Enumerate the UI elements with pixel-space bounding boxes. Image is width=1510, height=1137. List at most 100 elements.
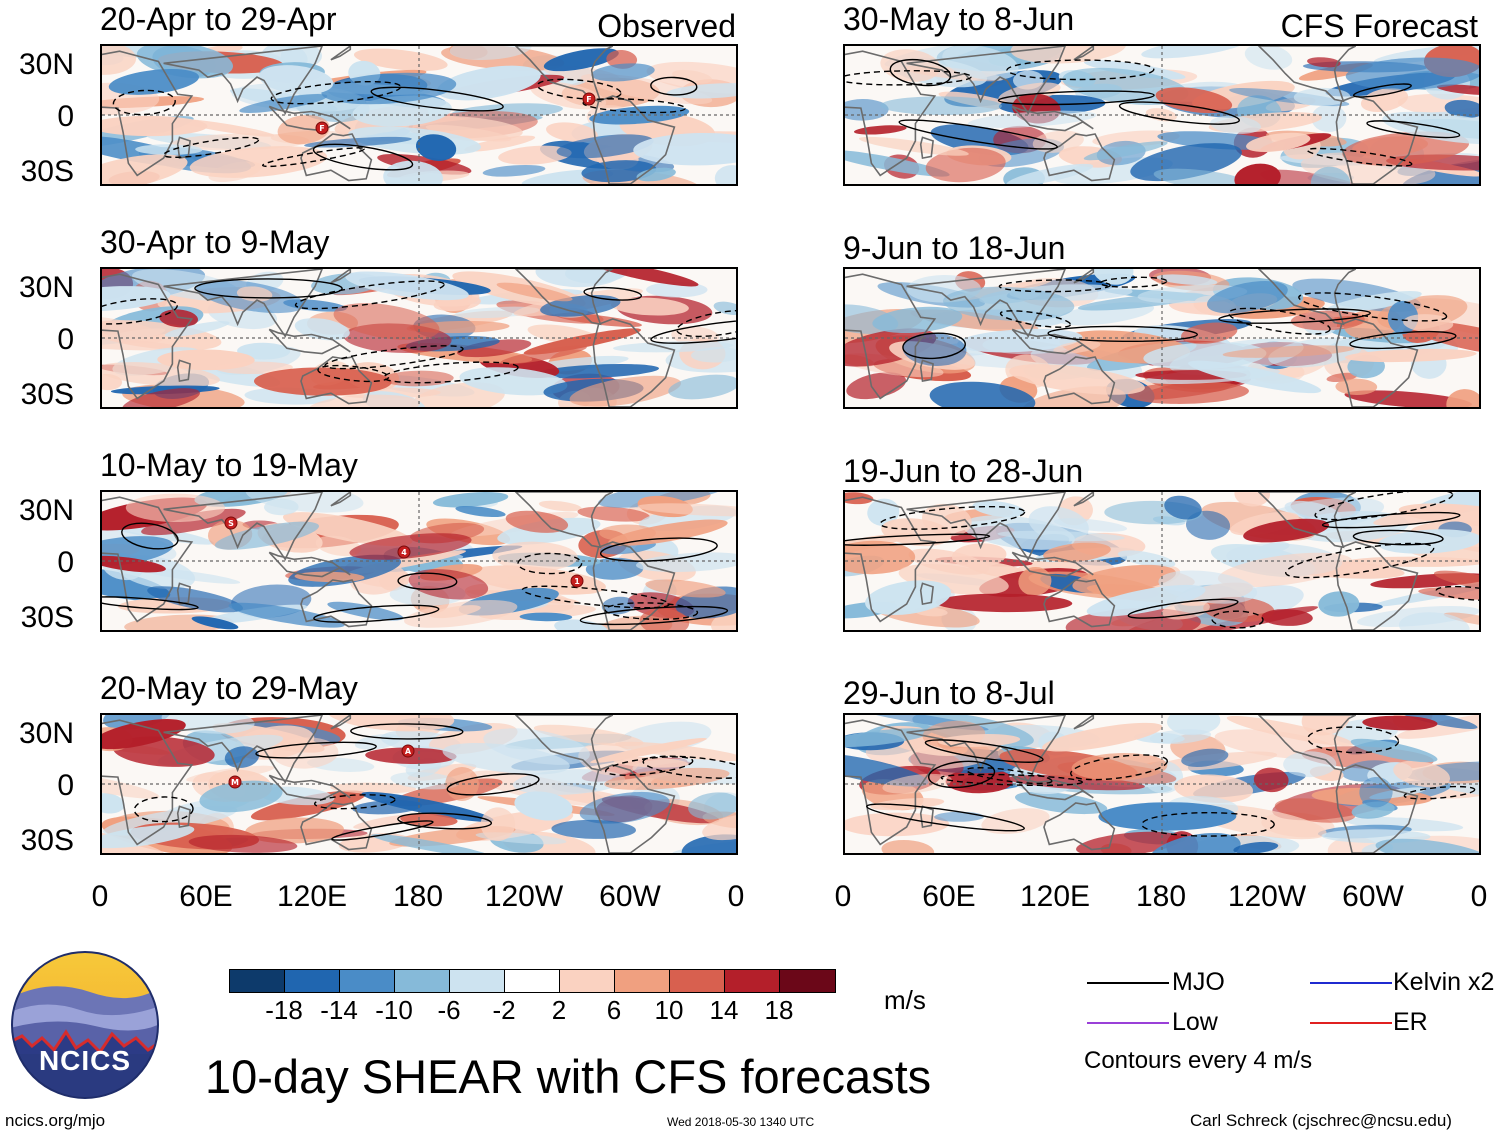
mjo-contour-positive xyxy=(312,143,414,171)
storm-marker-icon: 4 xyxy=(397,545,411,559)
colorbar-tick: -18 xyxy=(265,995,303,1025)
coastline xyxy=(1257,492,1357,549)
shear-anomaly-blob xyxy=(1010,46,1127,64)
legend-line-kelvin xyxy=(1310,982,1392,984)
coastline xyxy=(330,269,352,284)
shear-anomaly-blob xyxy=(1222,345,1355,358)
lat-label: 30S xyxy=(20,378,74,411)
shear-anomaly-blob xyxy=(1053,518,1128,532)
coastline xyxy=(330,46,352,61)
shear-anomaly-blob xyxy=(102,154,188,184)
shear-anomaly-blob xyxy=(1210,115,1261,135)
shear-anomaly-blob xyxy=(102,793,125,814)
shear-anomaly-blob xyxy=(505,510,569,533)
mjo-contour-negative xyxy=(940,773,1084,787)
mjo-contour-negative xyxy=(102,298,178,325)
shear-anomaly-blob xyxy=(1444,99,1479,118)
shear-anomaly-blob xyxy=(1234,492,1270,507)
lon-label: 120W xyxy=(484,880,564,913)
shear-anomaly-blob xyxy=(925,147,1006,183)
shear-anomaly-blob xyxy=(459,367,568,396)
legend-label-low: Low xyxy=(1172,1008,1218,1036)
coastline xyxy=(1043,802,1116,851)
shear-anomaly-blob xyxy=(636,167,676,182)
shear-anomaly-blob xyxy=(1345,57,1479,90)
shear-anomaly-blob xyxy=(1436,84,1479,96)
shear-anomaly-blob xyxy=(1233,841,1279,853)
shear-anomaly-blob xyxy=(981,808,1050,835)
credit: Carl Schreck (cjschrec@ncsu.edu) xyxy=(1190,1111,1452,1130)
svg-text:F: F xyxy=(586,95,591,104)
shear-anomaly-blob xyxy=(456,339,532,358)
mjo-contour-positive xyxy=(898,119,1058,150)
logo-text: NCICS xyxy=(38,1045,132,1076)
shear-anomaly-blob xyxy=(432,492,509,508)
shear-anomaly-blob xyxy=(672,69,713,84)
shear-anomaly-blob xyxy=(881,839,935,853)
coastline xyxy=(919,805,934,829)
shear-anomaly-blob xyxy=(637,503,736,517)
shear-anomaly-blob xyxy=(1398,612,1470,630)
shear-anomaly-blob xyxy=(400,813,458,827)
lat-label: 30S xyxy=(20,155,74,188)
shear-anomaly-blob xyxy=(608,519,728,546)
shear-anomaly-blob xyxy=(258,65,334,95)
lat-label: 30S xyxy=(20,601,74,634)
shear-anomaly-blob xyxy=(122,388,200,407)
shear-anomaly-blob xyxy=(480,807,516,842)
shear-anomaly-blob xyxy=(997,530,1125,542)
shear-anomaly-blob xyxy=(102,337,179,351)
shear-anomaly-blob xyxy=(147,586,244,613)
ncics-logo xyxy=(10,950,160,1100)
shear-anomaly-blob xyxy=(1344,390,1472,407)
shear-anomaly-blob xyxy=(102,824,195,849)
lat-label: 0 xyxy=(57,769,74,802)
shear-anomaly-blob xyxy=(666,83,736,99)
forecast-label: CFS Forecast xyxy=(1280,8,1478,44)
legend-label-kelvin: Kelvin x2 xyxy=(1393,968,1495,996)
shear-anomaly-blob xyxy=(968,110,1097,128)
mjo-contour-negative xyxy=(998,279,1111,293)
mjo-contour-positive xyxy=(599,537,718,562)
mjo-contour-positive xyxy=(845,533,991,546)
shear-anomaly-blob xyxy=(390,771,460,790)
shear-anomaly-blob xyxy=(455,505,506,518)
shear-anomaly-blob xyxy=(845,753,929,787)
coastline xyxy=(514,492,614,549)
shear-anomaly-blob xyxy=(935,593,1073,613)
shear-anomaly-blob xyxy=(492,541,578,571)
shear-anomaly-blob xyxy=(1382,111,1479,145)
shear-anomaly-blob xyxy=(482,164,546,177)
coastline xyxy=(300,356,373,405)
mjo-contour-negative xyxy=(604,756,694,776)
mjo-contour-positive xyxy=(1127,598,1239,619)
shear-anomaly-blob xyxy=(1164,495,1202,520)
shear-anomaly-blob xyxy=(951,543,1007,568)
shear-anomaly-blob xyxy=(191,616,239,630)
mjo-contour-negative xyxy=(383,361,519,384)
mjo-contour-positive xyxy=(397,812,493,830)
coastline xyxy=(919,136,934,160)
shear-anomaly-blob xyxy=(199,780,283,813)
mjo-contour-negative xyxy=(1141,812,1275,837)
lon-label: 0 xyxy=(1470,880,1488,913)
coastline xyxy=(1073,492,1095,507)
shear-anomaly-blob xyxy=(556,134,654,159)
site-url[interactable]: ncics.org/mjo xyxy=(5,1111,106,1130)
mjo-contour-positive xyxy=(997,90,1155,106)
mjo-contour-negative xyxy=(1285,542,1435,579)
shear-anomaly-blob xyxy=(546,122,598,143)
shear-anomaly-blob xyxy=(102,286,171,312)
panel-title-fcst-2: 9-Jun to 18-Jun xyxy=(843,230,1066,266)
shear-anomaly-blob xyxy=(215,361,293,375)
mjo-contour-negative xyxy=(1006,59,1155,81)
mjo-contour-negative xyxy=(676,309,736,338)
colorbar-swatch xyxy=(230,970,285,992)
colorbar xyxy=(229,969,836,993)
shear-anomaly-blob xyxy=(1226,715,1355,747)
mjo-contour-positive xyxy=(924,739,1044,763)
shear-anomaly-blob xyxy=(535,364,660,379)
mjo-contour-negative xyxy=(294,280,445,310)
